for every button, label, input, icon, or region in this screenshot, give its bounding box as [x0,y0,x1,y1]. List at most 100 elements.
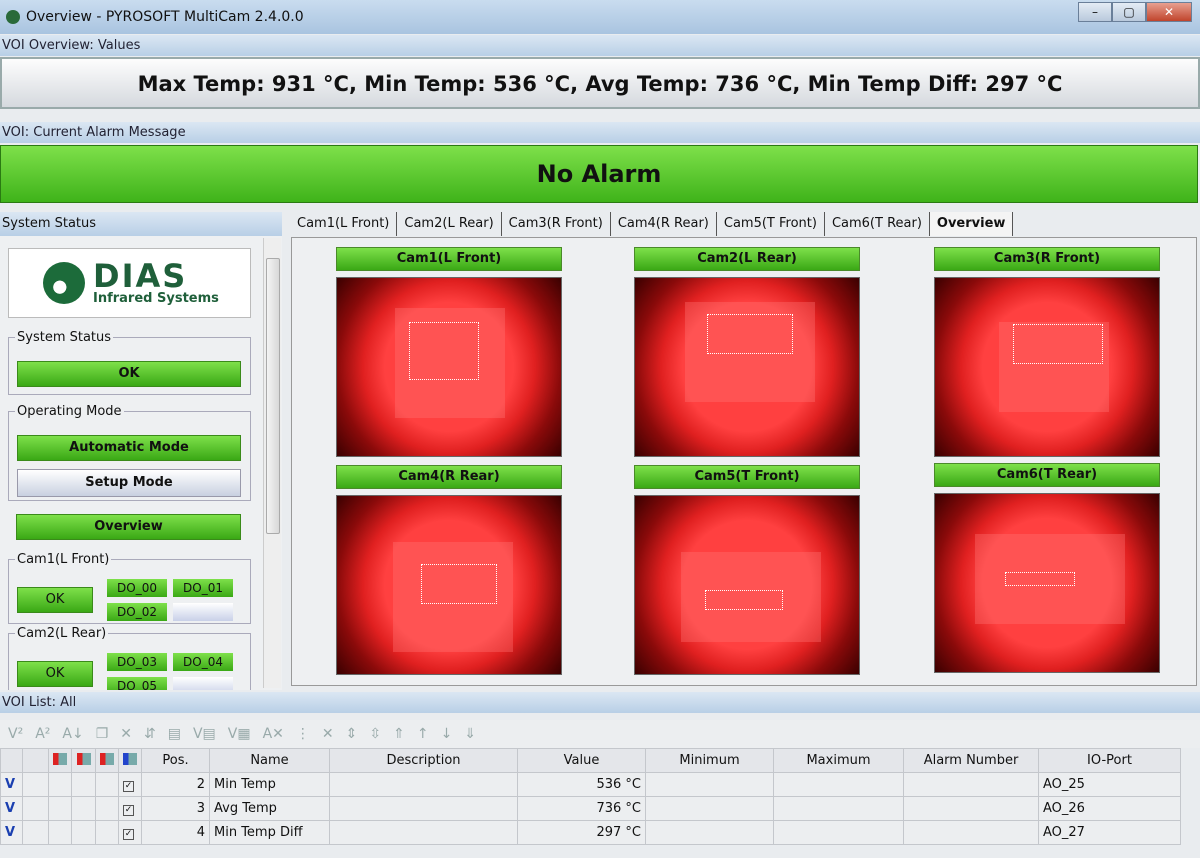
cell-pos: 2 [141,772,210,797]
cell-max [773,796,904,821]
tab-cam1[interactable]: Cam1(L Front) [290,212,398,236]
cam1-status-group: Cam1(L Front) OK DO_00 DO_01 DO_02 [8,552,251,624]
do-output: DO_00 [107,579,167,597]
row-flag: V [0,820,23,845]
system-status-ok: OK [17,361,241,387]
cell-io: AO_25 [1038,772,1181,797]
move-top-icon[interactable]: ⇑ [393,726,405,742]
voi-save-icon[interactable]: V▦ [227,726,251,742]
alarm-table-icon[interactable] [100,752,114,765]
col-pos[interactable]: Pos. [141,748,210,773]
clear-alarm-icon[interactable]: A✕ [262,726,284,742]
minimize-button[interactable]: – [1078,2,1112,22]
table-row[interactable]: V ✓ 4 Min Temp Diff 297 °C AO_27 [0,820,1181,845]
voi-overview-header: VOI Overview: Values [0,35,1200,56]
col-value[interactable]: Value [517,748,646,773]
cam1-status: OK [17,587,93,613]
delete-icon[interactable]: ✕ [120,726,133,742]
cell-name: Avg Temp [209,796,330,821]
setup-mode-button[interactable]: Setup Mode [17,469,241,497]
alarm-header: VOI: Current Alarm Message [0,122,1200,143]
move-down-icon[interactable]: ↓ [440,726,453,742]
table-row[interactable]: V ✓ 3 Avg Temp 736 °C AO_26 [0,796,1181,821]
voi-table: Pos. Name Description Value Minimum Maxi… [0,748,1181,845]
camera-tile[interactable]: Cam2(L Rear) [634,247,860,457]
col-minimum[interactable]: Minimum [645,748,774,773]
camera-tile[interactable]: Cam3(R Front) [934,247,1160,457]
col-name[interactable]: Name [209,748,330,773]
cell-pos: 3 [141,796,210,821]
col-description[interactable]: Description [329,748,518,773]
operating-mode-group: Operating Mode Automatic Mode Setup Mode [8,404,251,501]
close-button[interactable]: ✕ [1146,2,1192,22]
edit-alarm-icon[interactable]: A↓ [62,726,84,742]
tab-cam5[interactable]: Cam5(T Front) [717,212,825,236]
do-output-empty [173,677,233,690]
cell-io: AO_27 [1038,820,1181,845]
thermal-image [634,495,860,675]
cell-min [645,772,774,797]
alarm-save-icon[interactable] [53,752,67,765]
add-voi-icon[interactable]: V² [8,726,24,742]
tab-cam2[interactable]: Cam2(L Rear) [397,212,502,236]
col-io-port[interactable]: IO-Port [1038,748,1181,773]
camera-label: Cam2(L Rear) [634,247,860,271]
left-panel-scrollbar[interactable] [263,238,281,688]
camera-tile[interactable]: Cam4(R Rear) [336,465,562,675]
cell-min [645,820,774,845]
system-status-header: System Status [0,212,282,236]
table-row[interactable]: V ✓ 2 Min Temp 536 °C AO_25 [0,772,1181,797]
voi-edit-icon[interactable]: V▤ [192,726,216,742]
move-up-icon[interactable]: ↑ [416,726,429,742]
do-output: DO_04 [173,653,233,671]
cam2-status: OK [17,661,93,687]
add-alarm-icon[interactable]: A² [35,726,51,742]
camera-tile[interactable]: Cam6(T Rear) [934,463,1160,673]
thermal-image [634,277,860,457]
sort-icon[interactable]: ⇵ [144,726,156,742]
overview-button[interactable]: Overview [16,514,241,540]
tab-cam3[interactable]: Cam3(R Front) [502,212,611,236]
visible-checkbox[interactable]: ✓ [123,781,134,792]
thermal-image [934,493,1160,673]
logo-subtitle: Infrared Systems [93,290,219,306]
col-alarm-number[interactable]: Alarm Number [903,748,1039,773]
camera-label: Cam6(T Rear) [934,463,1160,487]
group-label: System Status [17,330,112,345]
tab-overview[interactable]: Overview [929,212,1014,236]
camera-label: Cam4(R Rear) [336,465,562,489]
cell-value: 736 °C [517,796,646,821]
scrollbar-thumb[interactable] [266,258,280,534]
do-output: DO_01 [173,579,233,597]
move-icon[interactable]: ⋮ [295,726,310,742]
cell-name: Min Temp [209,772,330,797]
do-output: DO_05 [107,677,167,690]
automatic-mode-button[interactable]: Automatic Mode [17,435,241,461]
expand-icon[interactable]: ⇕ [345,726,358,742]
move-bottom-icon[interactable]: ⇓ [464,726,477,742]
table-header: Pos. Name Description Value Minimum Maxi… [0,748,1181,773]
tab-cam6[interactable]: Cam6(T Rear) [825,212,930,236]
row-flag: V [0,772,23,797]
camera-tile[interactable]: Cam1(L Front) [336,247,562,457]
cell-description [329,820,518,845]
copy-icon[interactable]: ❐ [95,726,109,742]
cell-alarm [903,772,1039,797]
cell-name: Min Temp Diff [209,820,330,845]
col-maximum[interactable]: Maximum [773,748,904,773]
group-label: Cam2(L Rear) [17,626,107,641]
do-output: DO_02 [107,603,167,621]
alarm-list-icon[interactable] [76,752,91,765]
collapse-icon[interactable]: ⇳ [369,726,382,742]
tab-cam4[interactable]: Cam4(R Rear) [611,212,717,236]
visible-checkbox[interactable]: ✓ [123,829,134,840]
cell-alarm [903,796,1039,821]
camera-tile[interactable]: Cam5(T Front) [634,465,860,675]
voi-visible-icon[interactable] [123,752,137,765]
visible-checkbox[interactable]: ✓ [123,805,134,816]
maximize-button[interactable]: ▢ [1112,2,1146,22]
remove-all-icon[interactable]: ✕ [321,726,334,742]
system-status-group: System Status OK [8,330,251,395]
properties-icon[interactable]: ▤ [167,726,181,742]
cell-max [773,772,904,797]
